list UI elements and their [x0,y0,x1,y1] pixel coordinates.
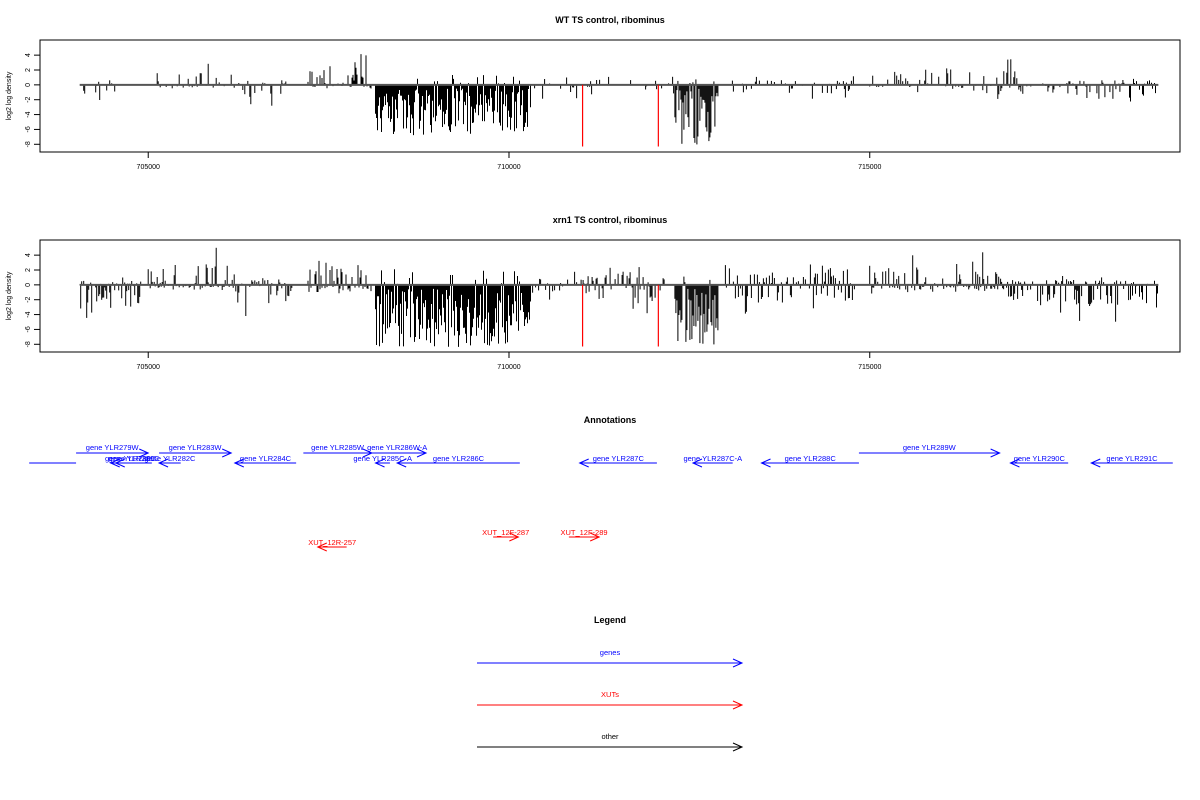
gene-annotation-label: gene YLR284C [240,454,292,463]
gene-annotation-label: gene YLR283W [169,443,223,452]
wt-y-tick-label: 2 [25,68,32,72]
xrn1-y-tick-label: 0 [25,283,32,287]
xrn1-y-axis-label: log2 log density [6,271,13,320]
wt-plot-frame [39,39,1181,153]
gene-annotation-label: gene YLR287C [593,454,645,463]
gene-annotation-arrowhead [114,458,125,468]
xut-annotation-label: XUT_12F-287 [482,528,529,537]
gene-annotation-label: gene YLR285C-A [353,454,412,463]
gene-annotation-label: gene YLR289W [903,443,957,452]
gene-annotation-label: gene YLR280C [105,454,157,463]
wt-y-axis-label: log2 log density [6,71,13,120]
legend-label: genes [600,648,621,657]
xrn1-coverage-bars [79,247,1159,347]
wt-y-tick-label: -4 [25,111,32,117]
gene-annotation-label: gene YLR285W [311,443,365,452]
xrn1-y-tick-label: 4 [25,253,32,257]
wt-y-tick-label: 0 [25,83,32,87]
wt-coverage-bars [79,54,1159,147]
gene-annotation-label: gene YLR290C [1014,454,1066,463]
xrn1-y-tick-label: -6 [25,326,32,332]
gene-annotation-arrowhead [760,458,771,468]
gene-annotation-arrowhead [157,458,169,468]
legend-arrowhead [732,658,744,668]
xut-annotation-arrowhead [589,532,601,542]
xrn1-plot-frame [39,239,1181,353]
legend-arrowhead [732,700,744,710]
xut-annotation-label: XUT_12F-289 [560,528,607,537]
gene-annotation-arrowhead [233,458,245,468]
xrn1-x-tick-label: 715000 [858,364,881,371]
legend-arrowhead [732,742,744,752]
gene-annotation-label: gene YLR287C-A [683,454,742,463]
gene-annotation-arrowhead [374,458,385,468]
gene-annotation-label: gene YLR286C [433,454,485,463]
xrn1-coverage-panel: xrn1 TS control, ribominus log2 log dens… [6,215,1181,371]
gene-annotation-arrowhead [1090,458,1101,468]
xrn1-y-tick-label: -4 [25,311,32,317]
wt-x-tick-label: 715000 [858,164,881,171]
gene-annotation-label: gene YLR282C [144,454,196,463]
wt-axes: 4 2 0 -2 -4 -6 -8 705000 710000 715000 [25,53,882,171]
gene-annotation-arrowhead [139,448,150,458]
legend-title: Legend [594,615,626,625]
annotations-title: Annotations [584,415,637,425]
gene-annotation-arrowhead [221,448,233,458]
legend-items: genes XUTs other [477,648,744,752]
wt-x-tick-label: 705000 [137,164,160,171]
xut-annotation-label: XUT_12R-257 [308,538,356,547]
gene-annotation-arrowhead [395,458,407,468]
gene-annotation-arrowhead [691,458,703,468]
legend: Legend genes XUTs other [477,615,744,752]
xrn1-x-tick-label: 710000 [497,364,520,371]
xrn1-axes: 4 2 0 -2 -4 -6 -8 705000 710000 715000 [25,253,882,371]
xut-annotation-arrowhead [509,532,520,542]
wt-panel-title: WT TS control, ribominus [555,15,665,25]
gene-annotation-arrowhead [109,458,120,468]
gene-annotation-label: gene YLR286W-A [367,443,427,452]
wt-coverage-panel: WT TS control, ribominus log2 log densit… [6,15,1181,171]
xut-annotation-arrowhead [316,542,327,552]
gene-annotation-arrowhead [990,448,1001,458]
gene-annotation-label: gene YLR281C [108,454,160,463]
wt-y-tick-label: -2 [25,96,32,102]
gene-annotation-arrowhead [1009,458,1020,468]
legend-label: XUTs [601,690,619,699]
wt-x-tick-label: 710000 [497,164,520,171]
wt-y-tick-label: -8 [25,141,32,147]
xrn1-y-tick-label: 2 [25,268,32,272]
gene-annotation-arrowhead [416,448,428,458]
gene-annotation-label: gene YLR288C [785,454,837,463]
gene-annotation-label: gene YLR279W [86,443,140,452]
wt-y-tick-label: -6 [25,126,32,132]
xrn1-x-tick-label: 705000 [137,364,160,371]
xrn1-panel-title: xrn1 TS control, ribominus [553,215,668,225]
xrn1-y-tick-label: -2 [25,296,32,302]
wt-y-tick-label: 4 [25,53,32,57]
legend-label: other [601,732,619,741]
gene-annotation-arrowhead [578,458,589,468]
xrn1-y-tick-label: -8 [25,341,32,347]
gene-annotation-label: gene YLR291C [1106,454,1158,463]
